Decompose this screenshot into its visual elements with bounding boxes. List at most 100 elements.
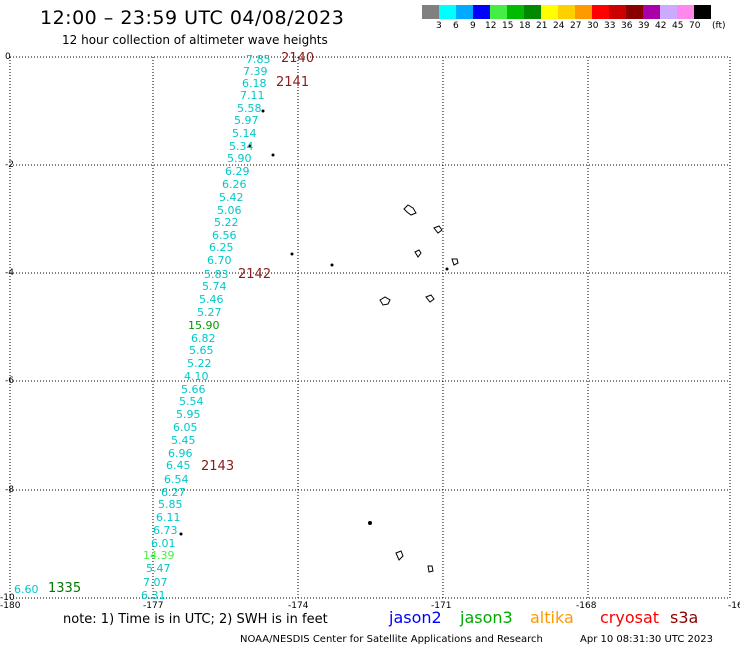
pass-time-label: 2141 [276,75,310,90]
island-outline [433,225,443,234]
colorbar-unit: (ft) [712,21,726,31]
wave-height-value: 5.34 [229,140,254,153]
pass-time-label: 1335 [48,581,82,596]
y-tick-label: -6 [5,376,14,386]
wave-height-value: 5.74 [202,280,227,293]
pass-time-label: 2142 [238,267,272,282]
y-tick-label: -4 [5,268,14,278]
colorbar-swatch [694,5,711,19]
colorbar-label: 18 [519,21,531,31]
wave-height-value: 6.31 [141,589,166,602]
wave-height-value: 6.56 [212,229,237,242]
colorbar-label: 3 [436,21,442,31]
x-tick-label: -174 [288,601,309,611]
wave-height-value: 5.83 [204,268,229,281]
wave-height-value: 7.39 [243,65,268,78]
wave-height-value: 5.46 [199,293,224,306]
wave-height-value: 4.10 [184,370,209,383]
wave-height-value: 7.07 [143,576,168,589]
colorbar-label: 15 [502,21,514,31]
island-dot [179,532,183,536]
colorbar-swatch [422,5,439,19]
colorbar-label: 21 [536,21,548,31]
wave-height-value: 6.82 [191,332,216,345]
colorbar-swatch [473,5,490,19]
x-tick-label: -171 [431,601,452,611]
island-outline [414,249,422,258]
y-tick-label: -10 [0,593,15,603]
footer-credit: NOAA/NESDIS Center for Satellite Applica… [240,634,543,645]
island-outline [425,294,435,303]
wave-height-colorbar [422,5,711,19]
wave-height-value: 5.90 [227,152,252,165]
pass-time-label: 2143 [201,459,235,474]
wave-height-value: 6.25 [209,241,234,254]
satellite-legend-jason3: jason3 [460,608,513,627]
colorbar-label: 42 [655,21,667,31]
island-outline [395,550,404,561]
y-tick-label: 0 [5,52,11,62]
colorbar-label: 36 [621,21,633,31]
colorbar-swatch [490,5,507,19]
wave-height-value: 5.47 [146,562,171,575]
wave-height-value: 6.96 [168,447,193,460]
wave-height-value: 6.54 [164,473,189,486]
colorbar-label: 33 [604,21,616,31]
colorbar-swatch [541,5,558,19]
wave-height-value: 6.70 [207,254,232,267]
map-title: 12:00 – 23:59 UTC 04/08/2023 [40,7,345,29]
wave-height-value: 6.27 [161,486,186,499]
island-dot [261,109,265,113]
x-tick-label: -16 [728,601,740,611]
colorbar-label: 24 [553,21,565,31]
wave-height-value: 6.05 [173,421,198,434]
island-outline [403,204,417,216]
colorbar-label: 39 [638,21,650,31]
island-outline [379,296,391,306]
colorbar-swatch [456,5,473,19]
island-outline [427,565,434,573]
wave-height-value: 6.26 [222,178,247,191]
x-tick-label: -177 [143,601,164,611]
colorbar-swatch [592,5,609,19]
colorbar-label: 27 [570,21,582,31]
colorbar-swatch [575,5,592,19]
island-dot [368,521,372,525]
colorbar-swatch [626,5,643,19]
colorbar-label: 45 [672,21,684,31]
x-tick-label: -168 [576,601,597,611]
pass-time-label: 2140 [281,51,315,66]
colorbar-label: 70 [689,21,701,31]
colorbar-swatch [609,5,626,19]
wave-height-value: 6.01 [151,537,176,550]
wave-height-value: 14.39 [143,549,175,562]
wave-height-value: 5.06 [217,204,242,217]
wave-height-value: 5.95 [176,408,201,421]
wave-height-value: 7.11 [240,89,265,102]
colorbar-swatch [558,5,575,19]
satellite-legend-jason2: jason2 [389,608,442,627]
wave-height-value: 5.85 [158,498,183,511]
y-tick-label: -2 [5,160,14,170]
colorbar-label: 30 [587,21,599,31]
wave-height-value: 6.11 [156,511,181,524]
wave-height-value: 6.18 [242,77,267,90]
wave-height-value: 5.22 [187,357,212,370]
wave-height-value: 5.65 [189,344,214,357]
wave-height-value: 5.42 [219,191,244,204]
wave-height-value: 6.29 [225,165,250,178]
wave-height-value: 5.58 [237,102,262,115]
colorbar-swatch [507,5,524,19]
colorbar-label: 6 [453,21,459,31]
colorbar-swatch [643,5,660,19]
wave-height-value: 6.45 [166,459,191,472]
wave-height-value: 5.14 [232,127,257,140]
footer-timestamp: Apr 10 08:31:30 UTC 2023 [580,634,713,645]
wave-height-value: 5.66 [181,383,206,396]
map-grid [9,56,731,599]
wave-height-value: 5.97 [234,114,259,127]
map-subtitle: 12 hour collection of altimeter wave hei… [62,33,328,47]
island-dot [248,144,252,148]
island-outline [451,258,459,266]
satellite-legend-s3a: s3a [670,608,699,627]
